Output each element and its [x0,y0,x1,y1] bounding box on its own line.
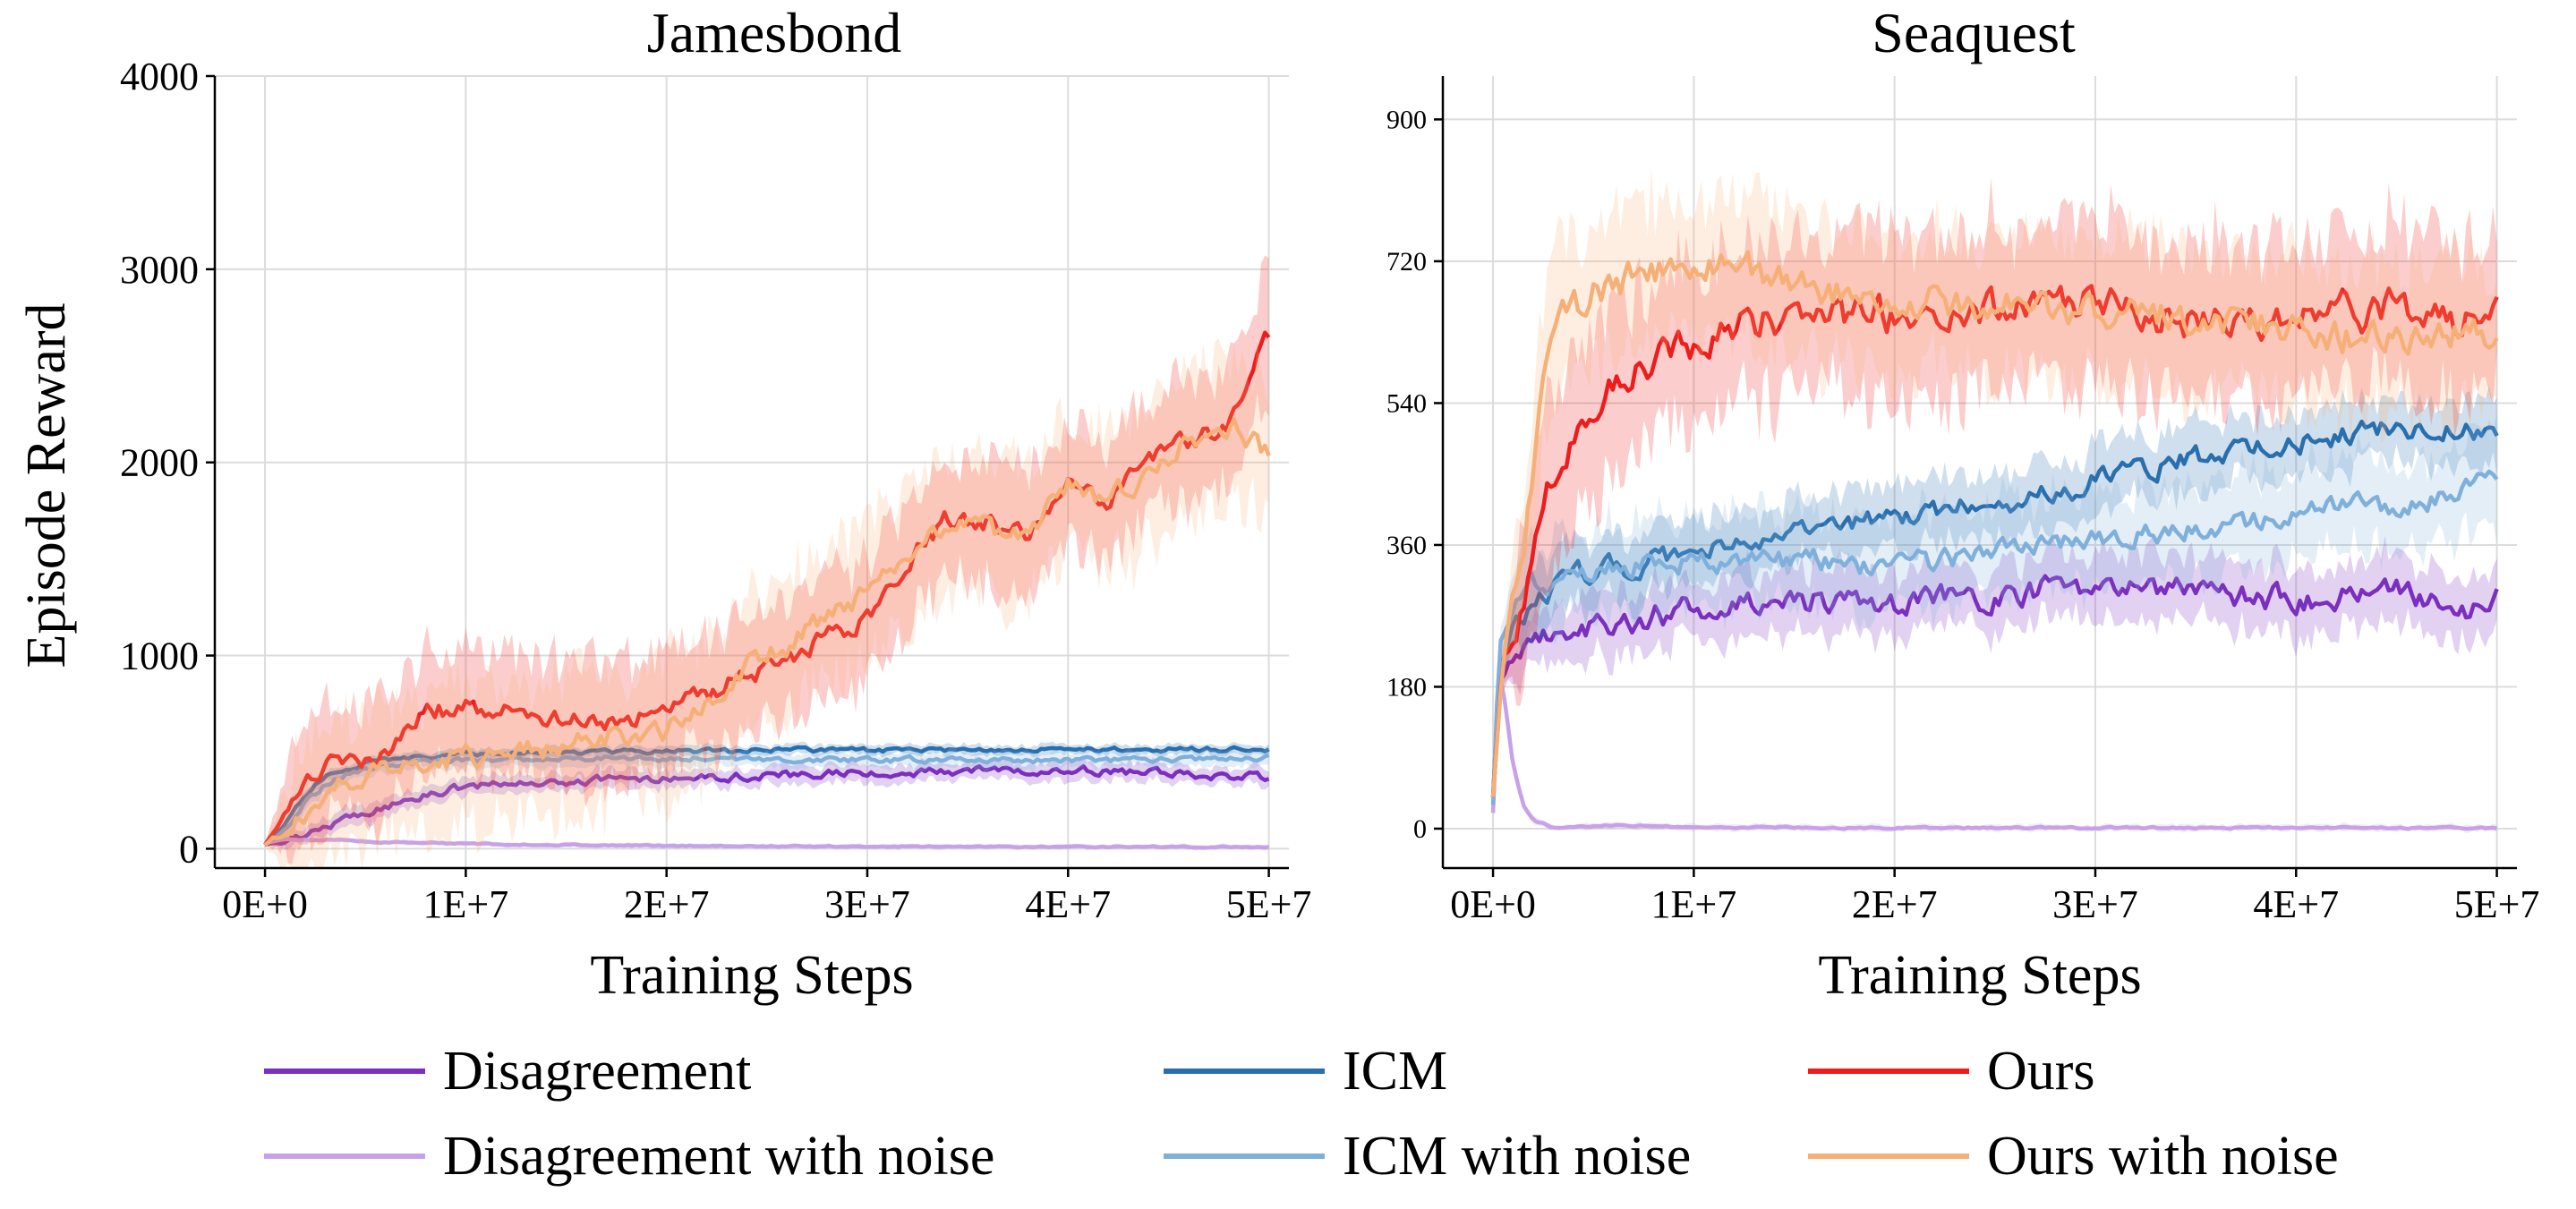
legend-label: Disagreement with noise [443,1126,994,1187]
x-tick-label: 3E+7 [824,882,910,926]
x-tick-label: 5E+7 [2454,882,2540,926]
series-band-disagreement-with-noise [1493,678,2497,834]
legend-label: ICM [1343,1041,1447,1102]
series-line-icm [1490,419,2499,797]
series-band-icm-with-noise [265,745,1269,846]
y-tick-label: 4000 [120,55,199,98]
series-line-disagreement-with-noise [264,837,1269,850]
legend-label: Ours [1987,1041,2095,1102]
x-tick-label: 2E+7 [624,882,710,926]
y-axis-title: Episode Reward [16,302,77,668]
series-line-disagreement [264,763,1270,847]
x-tick-label: 4E+7 [2253,882,2339,926]
legend-label: Disagreement [443,1041,751,1102]
y-tick-label: 0 [179,827,199,871]
chart-panel-1: 0E+0 1E+7 2E+7 3E+7 4E+7 5E+7 0 180 360 540 720 900… [1386,1,2539,1006]
chart-title: Seaquest [1872,1,2076,64]
y-tick-label: 3000 [120,248,199,292]
x-tick-label: 0E+0 [1450,882,1536,926]
x-axis-title: Training Steps [1818,945,2141,1006]
series-band-ours [1493,177,2497,797]
y-tick-label: 1000 [120,634,199,678]
y-tick-label: 540 [1386,388,1427,418]
series-band-icm [265,741,1269,846]
chart-title: Jamesbond [647,1,901,64]
x-tick-label: 2E+7 [1852,882,1938,926]
series-line-ours-with-noise [263,417,1271,847]
legend-label: Ours with noise [1987,1126,2339,1187]
series-line-icm-with-noise [263,753,1270,847]
y-tick-label: 180 [1386,672,1427,702]
y-tick-label: 360 [1386,531,1427,560]
x-axis-title: Training Steps [590,945,913,1006]
legend-label: ICM with noise [1343,1126,1691,1187]
x-tick-label: 5E+7 [1226,882,1312,926]
y-tick-label: 0 [1413,814,1427,844]
legend: Disagreement ICM Ours Disagreement with noi… [264,1041,2339,1187]
y-tick-label: 2000 [120,441,199,485]
x-tick-label: 0E+0 [222,882,308,926]
y-tick-label: 720 [1386,247,1427,277]
series-band-disagreement [265,755,1269,850]
series-line-icm [263,745,1270,847]
x-tick-label: 1E+7 [423,882,509,926]
series-band-icm-with-noise [1493,414,2497,805]
x-tick-label: 4E+7 [1025,882,1111,926]
x-tick-label: 3E+7 [2052,882,2138,926]
series-line-disagreement-with-noise [1490,677,2498,831]
series-band-ours-with-noise [265,337,1269,868]
series-band-icm [1493,387,2497,797]
series-line-disagreement [1490,574,2499,797]
series-line-ours-with-noise [1490,250,2499,797]
series-band-ours-with-noise [1493,166,2497,797]
x-tick-label: 1E+7 [1651,882,1737,926]
chart-panel-0: 0E+0 1E+7 2E+7 3E+7 4E+7 5E+7 0 1000 2000 3000 400… [16,1,1311,1006]
y-tick-label: 900 [1386,105,1427,134]
series-line-icm-with-noise [1490,469,2499,805]
